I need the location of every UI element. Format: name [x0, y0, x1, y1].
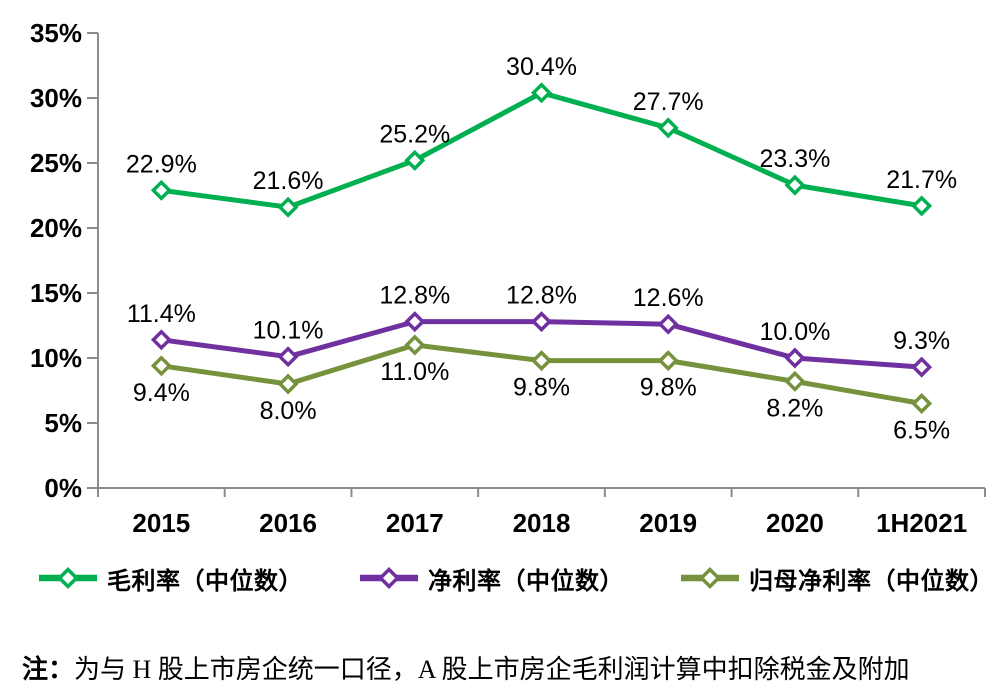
x-tick-labels: 2015 2016 2017 2018 2019 2020 1H2021: [97, 488, 986, 538]
data-labels-2: 9.4% 8.0% 11.0% 9.8% 9.8% 8.2% 6.5%: [133, 358, 950, 445]
data-label: 8.2%: [766, 394, 823, 422]
data-label: 27.7%: [633, 88, 704, 116]
x-category-label: 2018: [513, 508, 571, 538]
y-tick-label: 20%: [30, 213, 82, 243]
y-tick-label: 5%: [44, 408, 82, 438]
data-label: 12.8%: [379, 282, 450, 310]
footnote-text: 为与 H 股上市房企统一口径，A 股上市房企毛利润计算中扣除税金及附加: [74, 655, 910, 684]
legend-item-2: 归母净利率（中位数）: [680, 561, 994, 596]
footnote: 注：为与 H 股上市房企统一口径，A 股上市房企毛利润计算中扣除税金及附加: [0, 649, 1002, 686]
diamond-marker: [150, 179, 172, 201]
x-category-label: 1H2021: [876, 508, 967, 538]
legend-item-1: 净利率（中位数）: [359, 561, 624, 596]
data-label: 30.4%: [506, 53, 577, 81]
series-1: [150, 311, 933, 378]
data-label: 10.1%: [253, 317, 324, 345]
y-tick-label: 10%: [30, 343, 82, 373]
series-2: [150, 334, 933, 414]
diamond-marker: [277, 346, 299, 368]
data-label: 22.9%: [126, 150, 197, 178]
data-label: 25.2%: [379, 120, 450, 148]
chart-legend: 毛利率（中位数） 净利率（中位数） 归母净利率（中位数）: [0, 559, 1002, 597]
footnote-label: 注：: [22, 655, 75, 684]
x-category-label: 2020: [766, 508, 824, 538]
data-label: 21.6%: [253, 167, 324, 195]
y-tick-labels: 0% 5% 10% 15% 20% 25% 30% 35%: [30, 18, 98, 503]
diamond-marker: [531, 82, 552, 104]
data-label: 9.8%: [513, 374, 570, 402]
diamond-marker: [657, 313, 679, 335]
data-label: 9.3%: [893, 327, 950, 355]
data-label: 12.8%: [506, 282, 577, 310]
data-label: 21.7%: [886, 166, 957, 194]
x-category-label: 2019: [639, 508, 697, 538]
diamond-marker: [150, 355, 172, 377]
diamond-marker: [911, 195, 933, 217]
y-tick-label: 35%: [30, 18, 82, 48]
y-tick-label: 30%: [30, 83, 82, 113]
data-label: 9.4%: [133, 379, 190, 407]
legend-line-marker-icon: [360, 567, 418, 589]
data-label: 11.0%: [380, 358, 449, 386]
data-labels-0: 22.9% 21.6% 25.2% 30.4% 27.7% 23.3% 21.7%: [126, 53, 957, 195]
data-labels-1: 11.4% 10.1% 12.8% 12.8% 12.6% 10.0% 9.3%: [127, 282, 950, 356]
diamond-marker: [150, 329, 172, 351]
legend-label: 净利率（中位数）: [428, 567, 624, 595]
x-category-label: 2017: [386, 508, 444, 538]
diamond-marker: [911, 393, 933, 414]
legend-line-marker-icon: [681, 567, 739, 589]
data-label: 8.0%: [260, 397, 317, 425]
diamond-marker: [657, 117, 679, 139]
diamond-marker: [784, 370, 806, 392]
diamond-marker: [531, 311, 552, 333]
diamond-marker: [404, 311, 426, 333]
data-label: 10.0%: [759, 318, 830, 346]
y-tick-label: 0%: [44, 473, 82, 503]
x-category-label: 2015: [132, 508, 190, 538]
data-label: 11.4%: [127, 300, 196, 328]
diamond-marker: [911, 356, 933, 378]
diamond-marker: [784, 347, 806, 369]
diamond-marker: [531, 350, 552, 372]
legend-line-marker-icon: [39, 567, 97, 589]
data-label: 23.3%: [759, 145, 830, 173]
y-tick-label: 25%: [30, 148, 82, 178]
line-chart: 0%5%10%15%20%25%30%35%2015 2016 2017 2018 20…: [30, 18, 986, 538]
data-label: 9.8%: [640, 374, 697, 402]
diamond-marker: [657, 350, 679, 372]
diamond-marker: [404, 334, 426, 356]
legend-item-0: 毛利率（中位数）: [38, 561, 303, 596]
diamond-marker: [277, 196, 299, 218]
x-category-label: 2016: [259, 508, 317, 538]
legend-label: 毛利率（中位数）: [107, 567, 303, 595]
data-label: 12.6%: [633, 284, 704, 312]
y-tick-label: 15%: [30, 278, 82, 308]
series-0: [150, 82, 933, 218]
diamond-marker: [277, 373, 299, 395]
diamond-marker: [784, 174, 806, 196]
axes: [97, 33, 985, 489]
diamond-marker: [404, 149, 426, 171]
data-label: 6.5%: [893, 417, 950, 445]
legend-label: 归母净利率（中位数）: [749, 567, 994, 595]
